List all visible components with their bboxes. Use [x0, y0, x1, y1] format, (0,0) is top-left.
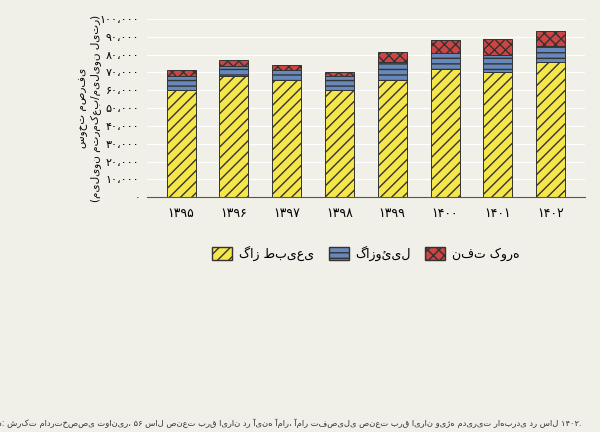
Bar — [167, 70, 196, 76]
Bar — [431, 53, 460, 69]
Bar — [378, 79, 407, 197]
Bar — [272, 65, 301, 70]
Bar — [220, 76, 248, 197]
Bar — [167, 90, 196, 197]
Bar — [431, 40, 460, 53]
Bar — [483, 38, 512, 54]
Bar — [378, 62, 407, 79]
Text: مأخذ: شرکت مادرتخصصی توانیر، ۵۶ سال صنعت برق ایران در آینه آمار، آمار تفصیلی صنع: مأخذ: شرکت مادرتخصصی توانیر، ۵۶ سال صنعت… — [0, 418, 582, 428]
Bar — [220, 66, 248, 76]
Bar — [536, 46, 565, 62]
Bar — [325, 72, 354, 76]
Text: سوخت مصرفی
(میلیون مترمکعب/میلیون لیتر): سوخت مصرفی (میلیون مترمکعب/میلیون لیتر) — [79, 15, 101, 202]
Bar — [483, 54, 512, 73]
Legend: گاز طبیعی, گازوئیل, نفت کوره: گاز طبیعی, گازوئیل, نفت کوره — [208, 241, 524, 266]
Bar — [272, 70, 301, 79]
Bar — [220, 60, 248, 66]
Bar — [325, 76, 354, 90]
Bar — [167, 76, 196, 90]
Bar — [272, 79, 301, 197]
Bar — [325, 90, 354, 197]
Bar — [536, 62, 565, 197]
Bar — [378, 52, 407, 62]
Bar — [536, 31, 565, 46]
Bar — [431, 69, 460, 197]
Bar — [483, 73, 512, 197]
